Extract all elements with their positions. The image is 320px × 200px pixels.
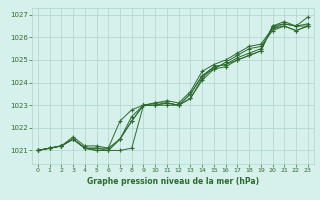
X-axis label: Graphe pression niveau de la mer (hPa): Graphe pression niveau de la mer (hPa) (87, 177, 259, 186)
